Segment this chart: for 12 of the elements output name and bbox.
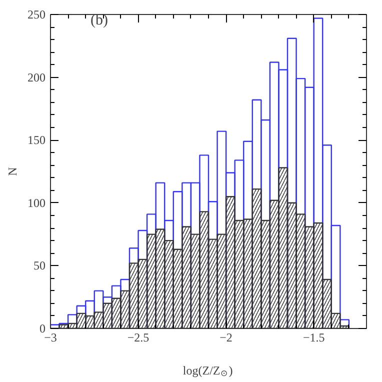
y-tick-label: 250 <box>28 8 46 22</box>
x-tick-label: −2.5 <box>127 330 150 344</box>
y-tick-label: 50 <box>34 258 46 273</box>
y-tick-label: 150 <box>28 133 46 148</box>
y-tick-label: 200 <box>28 70 46 84</box>
y-axis-title: N <box>6 166 20 176</box>
x-tick-label: −1.5 <box>302 330 325 344</box>
y-tick-label: 100 <box>28 196 46 210</box>
x-axis-title: log(Z/Z⊙) <box>182 364 233 378</box>
x-tick-label: −3 <box>44 330 57 344</box>
x-tick-label: −2 <box>220 330 232 344</box>
y-tick-label: 0 <box>40 322 46 336</box>
